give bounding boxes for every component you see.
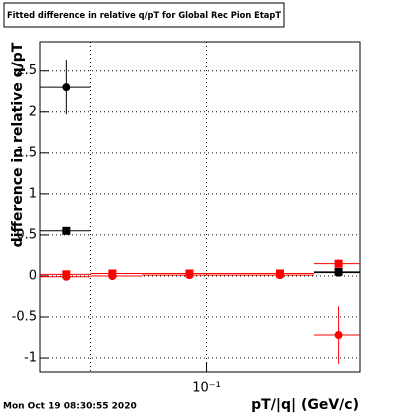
y-tick-label: 1.5 — [16, 145, 37, 160]
marker — [185, 269, 194, 278]
y-tick-label: 1 — [29, 186, 37, 201]
y-tick-label: 2.5 — [16, 63, 37, 78]
x-axis-label: pT/|q| (GeV/c) — [251, 397, 359, 413]
plot-frame — [39, 41, 361, 373]
marker — [334, 267, 343, 276]
title-box — [3, 2, 285, 28]
chart-title: Fitted difference in relative q/pT for G… — [7, 11, 281, 21]
marker — [334, 331, 343, 340]
timestamp: Mon Oct 19 08:30:55 2020 — [3, 402, 137, 412]
y-tick-label: 0.5 — [16, 227, 37, 242]
marker — [108, 269, 117, 278]
marker — [62, 226, 71, 235]
marker — [62, 270, 71, 279]
y-tick-label: 2 — [29, 104, 37, 119]
y-tick-label: -0.5 — [12, 310, 37, 325]
x-tick-label: 10⁻¹ — [192, 381, 221, 396]
y-tick-label: -1 — [24, 351, 37, 366]
marker — [62, 83, 71, 92]
y-axis-label: difference in relative q/pT — [10, 42, 26, 247]
y-tick-label: 0 — [29, 268, 37, 283]
marker — [275, 269, 284, 278]
marker — [334, 259, 343, 268]
